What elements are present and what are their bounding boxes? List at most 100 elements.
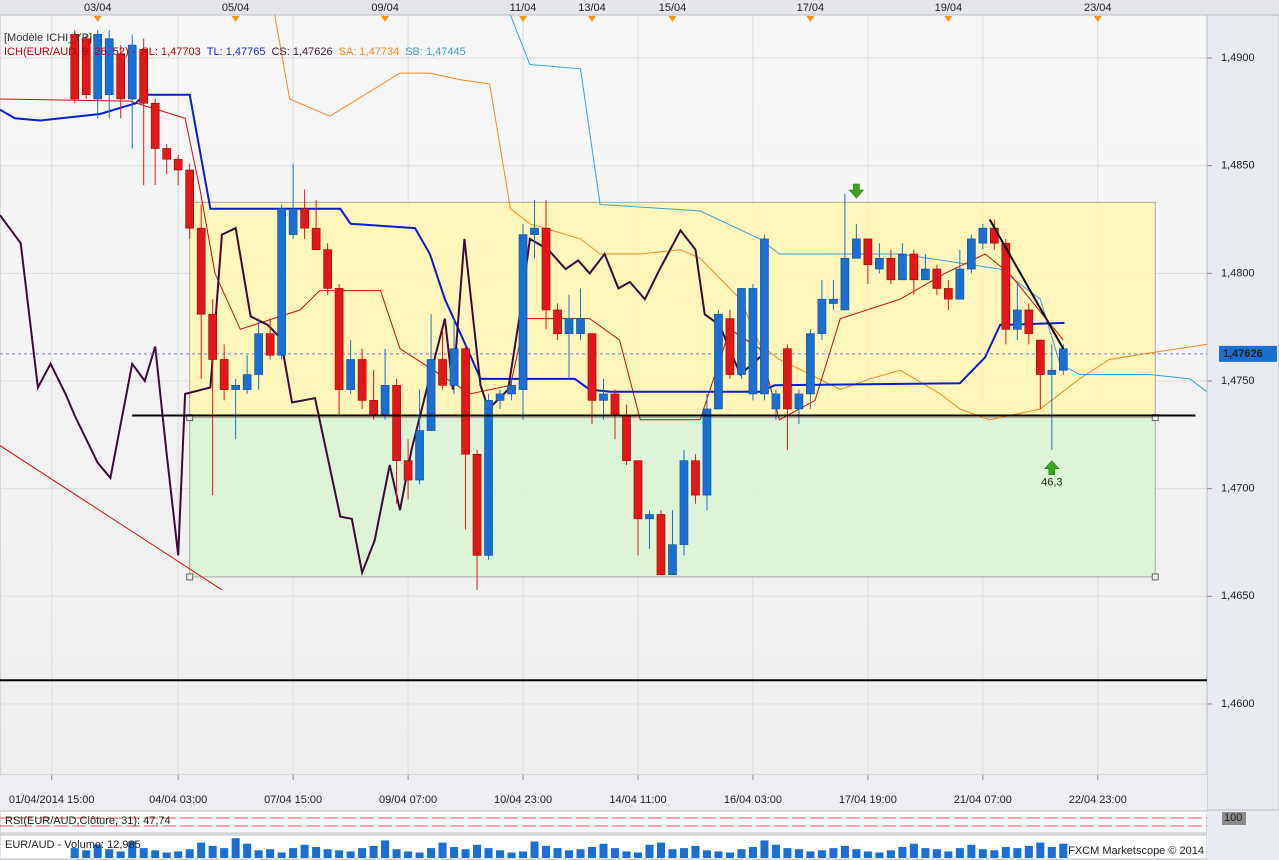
candle-body — [633, 460, 643, 520]
candle-body — [967, 238, 976, 270]
price-axis — [1206, 14, 1279, 811]
volume-bar — [197, 842, 206, 858]
volume-bar — [783, 848, 792, 858]
candle-body — [748, 288, 758, 395]
top-date-label: 11/04 — [510, 2, 537, 14]
volume-bar — [840, 845, 849, 858]
volume-bar — [576, 849, 585, 858]
x-tick-label: 17/04 19:00 — [839, 794, 897, 806]
zone-handle — [186, 573, 194, 581]
volume-bar — [829, 848, 838, 858]
y-tick-label: 1,4900 — [1221, 52, 1255, 64]
candle-body — [254, 333, 263, 375]
candle-body — [495, 393, 505, 401]
candle-body — [1024, 309, 1034, 334]
candle-body — [231, 385, 240, 390]
candle-body — [921, 268, 930, 281]
volume-bar — [1036, 842, 1045, 858]
top-date-label: 05/04 — [222, 2, 250, 14]
volume-bar — [679, 848, 688, 858]
signal-arrow — [848, 183, 865, 199]
candle-body — [449, 348, 459, 386]
candle-body — [553, 309, 562, 334]
volume-bar — [1024, 845, 1033, 858]
event-marker — [519, 16, 528, 22]
candle-body — [645, 514, 654, 520]
volume-bar — [542, 845, 551, 858]
x-tick-label: 01/04/2014 15:00 — [9, 794, 95, 806]
volume-bar — [335, 850, 344, 858]
candle-body — [955, 268, 965, 300]
candle-body — [875, 257, 884, 270]
candle-body — [346, 359, 355, 390]
x-tick-label: 14/04 11:00 — [609, 794, 666, 806]
candle-body — [93, 34, 103, 100]
candle-body — [265, 333, 275, 356]
candle-body — [219, 359, 229, 390]
volume-bar — [381, 840, 390, 858]
x-tick-label: 07/04 15:00 — [264, 794, 322, 806]
rsi-tick-label: 100 — [1224, 812, 1242, 824]
signal-label: 46,3 — [1041, 477, 1062, 489]
candle-body — [403, 460, 413, 481]
volume-bar — [254, 850, 263, 858]
candle-body — [173, 158, 183, 171]
event-marker — [668, 16, 677, 22]
legend-item: SA: 1,47734 — [338, 46, 400, 58]
candle-body — [599, 393, 608, 401]
candle-body — [70, 34, 80, 100]
legend-model: [Modèle ICHI_YP] — [4, 32, 93, 44]
candle-body — [1013, 309, 1022, 330]
footer: FXCM Marketscope © 2014 — [1068, 845, 1204, 857]
volume-bar — [116, 851, 125, 858]
volume-bar — [622, 851, 631, 858]
candle-body — [530, 227, 539, 235]
volume-bar — [300, 844, 309, 858]
candle-body — [576, 318, 585, 334]
indicator-line — [0, 214, 763, 577]
volume-bar — [185, 849, 194, 858]
candle-body — [932, 268, 942, 289]
volume-bar — [794, 849, 803, 858]
candle-body — [886, 257, 896, 281]
volume-bar — [392, 849, 401, 858]
candle-body — [817, 298, 827, 334]
candle-body — [288, 208, 298, 235]
volume-bar — [599, 843, 608, 858]
candle-body — [656, 514, 666, 576]
volume-bar — [691, 845, 700, 858]
trend-line — [988, 219, 1065, 350]
indicator-line — [0, 93, 1065, 393]
event-marker — [588, 16, 597, 22]
volume-bar — [817, 850, 826, 858]
legend-item: TL: 1,47765 — [206, 46, 266, 58]
candle-body — [702, 408, 712, 496]
volume-bar — [70, 848, 79, 858]
candle-body — [242, 374, 252, 390]
volume-bar — [610, 848, 620, 858]
volume-bar — [863, 851, 872, 858]
candle-body — [794, 393, 804, 410]
volume-bar — [139, 848, 148, 858]
legend: [Modèle ICHI_YP] ICH(EUR/AUD, 9, 26, 52)… — [4, 31, 472, 59]
volume-bar — [668, 849, 677, 858]
volume-bar — [725, 852, 734, 858]
candle-body — [691, 460, 700, 496]
volume-bar — [633, 852, 643, 858]
volume-bar — [806, 851, 815, 858]
volume-label: EUR/AUD - Volume: 12,985 — [5, 839, 141, 851]
candle-body — [564, 318, 574, 334]
legend-item: CS: 1,47626 — [271, 46, 333, 58]
candle-body — [610, 393, 620, 416]
y-tick-label: 1,4650 — [1221, 590, 1255, 602]
volume-bar — [852, 849, 861, 858]
top-date-label: 09/04 — [371, 2, 399, 14]
volume-bar — [1059, 843, 1068, 858]
candle-body — [679, 460, 689, 545]
volume-bar — [82, 850, 91, 858]
legend-item: SB: 1,47445 — [405, 46, 466, 58]
candle-body — [898, 253, 907, 281]
candle-body — [507, 385, 516, 395]
volume-bar — [507, 852, 516, 858]
